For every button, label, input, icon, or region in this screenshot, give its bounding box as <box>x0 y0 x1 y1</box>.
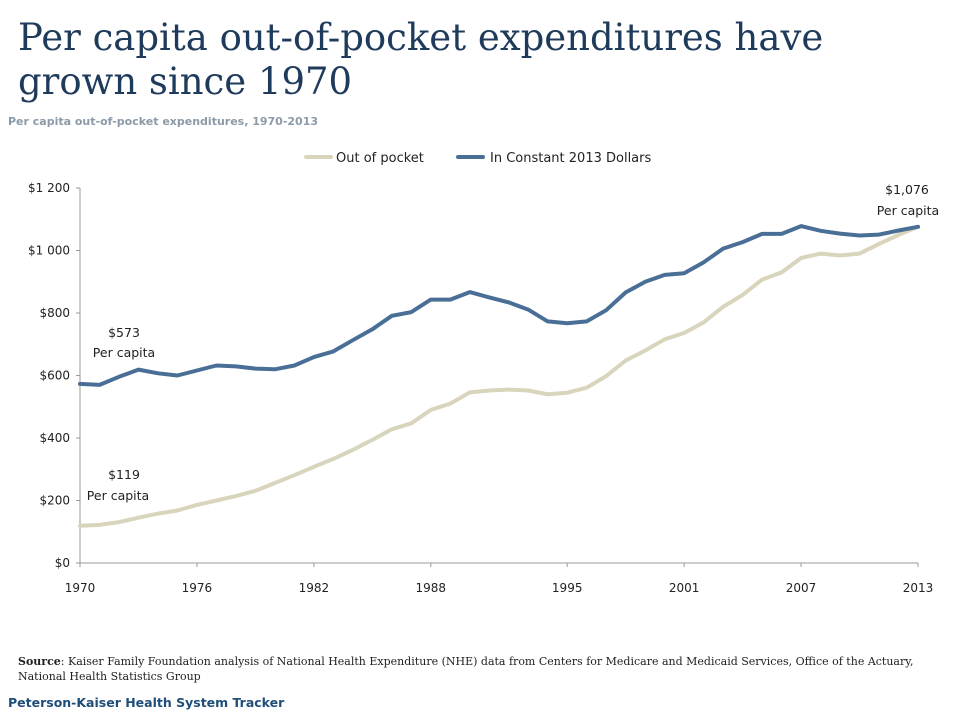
line-chart: Out of pocket In Constant 2013 Dollars $… <box>28 151 939 595</box>
source-text: : Kaiser Family Foundation analysis of N… <box>18 655 914 683</box>
x-tick-label: 1970 <box>65 581 96 595</box>
x-tick-label: 1976 <box>182 581 213 595</box>
footer-brand: Peterson-Kaiser Health System Tracker <box>8 695 285 710</box>
annotation-119-value: $119 <box>108 467 140 482</box>
y-tick-label: $1 000 <box>28 244 70 258</box>
annotation-1076-label: Per capita <box>877 203 939 218</box>
series-line-constant-dollars <box>78 224 920 387</box>
y-tick-label: $200 <box>39 494 70 508</box>
y-tick-label: $1 200 <box>28 181 70 195</box>
annotation-573-label: Per capita <box>93 345 155 360</box>
x-tick-label: 2001 <box>669 581 700 595</box>
annotation-1076-value: $1,076 <box>885 182 929 197</box>
legend: Out of pocket In Constant 2013 Dollars <box>304 151 651 166</box>
chart-subtitle: Per capita out-of-pocket expenditures, 1… <box>8 115 319 128</box>
series-line-out-of-pocket <box>78 224 920 528</box>
legend-label-out-of-pocket: Out of pocket <box>336 151 424 166</box>
source-note: Source: Kaiser Family Foundation analysi… <box>18 654 933 684</box>
x-tick-label: 2013 <box>903 581 934 595</box>
y-tick-label: $400 <box>39 431 70 445</box>
source-label: Source <box>18 655 61 668</box>
annotation-573-value: $573 <box>108 325 140 340</box>
annotation-119-label: Per capita <box>87 488 149 503</box>
x-tick-label: 2007 <box>786 581 817 595</box>
legend-label-constant-dollars: In Constant 2013 Dollars <box>490 151 651 166</box>
x-tick-label: 1988 <box>416 581 447 595</box>
x-axis-ticks: 1970 1976 1982 1988 1995 2001 2007 2013 <box>65 563 934 595</box>
y-tick-label: $0 <box>55 556 70 570</box>
x-tick-label: 1995 <box>552 581 583 595</box>
chart-title: Per capita out-of-pocket expenditures ha… <box>18 16 824 103</box>
y-tick-label: $600 <box>39 369 70 383</box>
x-tick-label: 1982 <box>299 581 330 595</box>
y-axis-ticks: $0 $200 $400 $600 $800 $1 000 $1 200 <box>28 181 80 570</box>
series-lines <box>78 224 920 528</box>
y-tick-label: $800 <box>39 306 70 320</box>
annotations: $573 Per capita $119 Per capita $1,076 P… <box>87 182 939 503</box>
